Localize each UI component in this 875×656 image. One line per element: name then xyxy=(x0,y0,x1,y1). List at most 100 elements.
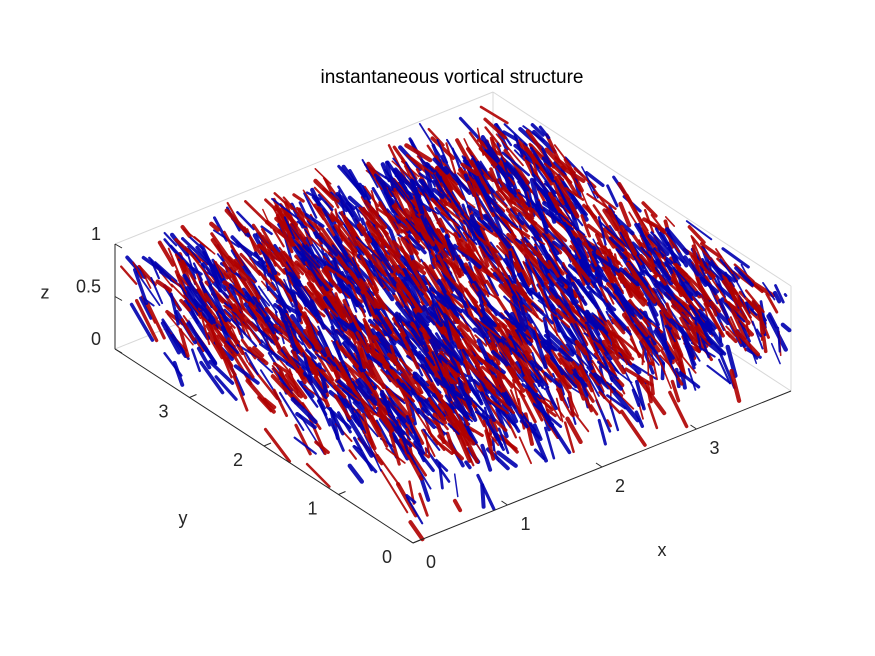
vortex-streak xyxy=(434,458,449,472)
vortex-streak xyxy=(650,231,678,260)
vortex-streak xyxy=(640,246,658,264)
vortex-streak xyxy=(146,302,166,340)
vortex-streak xyxy=(580,283,607,321)
vortex-streak xyxy=(470,153,484,175)
vortex-streak xyxy=(396,233,421,251)
vortex-streak xyxy=(606,394,627,410)
vortex-streak xyxy=(611,318,626,335)
vortex-streak xyxy=(375,419,398,459)
vortex-streak xyxy=(543,371,563,389)
vortex-streak xyxy=(283,320,297,352)
vortex-streak xyxy=(591,359,614,394)
vortex-streak xyxy=(331,244,361,279)
vortex-streak xyxy=(501,216,531,240)
vortex-streak xyxy=(573,236,589,273)
vortex-streak xyxy=(730,307,748,340)
vortex-streak xyxy=(379,225,402,259)
vortex-streak xyxy=(346,267,379,311)
vortex-streak xyxy=(633,324,659,355)
vortex-streak xyxy=(199,310,214,325)
vortex-streak xyxy=(480,443,493,472)
vortex-streak xyxy=(303,285,325,311)
z-tick xyxy=(114,243,123,249)
vortex-streak xyxy=(538,284,551,311)
vortex-streak xyxy=(450,262,460,284)
vortex-streak xyxy=(587,182,598,202)
vortex-streak xyxy=(214,375,238,401)
vortex-streak xyxy=(700,241,722,259)
x-tick xyxy=(595,462,603,468)
vortex-streak xyxy=(624,367,654,387)
vortex-streak xyxy=(223,304,250,330)
vortex-streak xyxy=(356,223,373,244)
vortex-streak xyxy=(658,281,677,301)
vortex-streak xyxy=(653,329,675,360)
vortex-streak xyxy=(400,373,422,395)
vortex-streak xyxy=(495,407,509,439)
vortex-streak xyxy=(452,498,463,513)
vortex-streak xyxy=(432,261,454,294)
vortex-streak xyxy=(679,326,695,359)
vortex-streak xyxy=(140,295,156,324)
vortex-streak xyxy=(530,123,545,137)
vortex-streak xyxy=(563,421,575,454)
vortex-streak xyxy=(181,237,211,266)
vortex-streak xyxy=(659,311,672,328)
vortex-streak xyxy=(432,437,454,456)
vortex-streak xyxy=(206,332,224,360)
vortex-streak xyxy=(517,212,540,242)
vortex-streak xyxy=(456,325,482,353)
vortex-streak xyxy=(531,153,554,186)
vortex-streak xyxy=(191,298,214,320)
vortex-streak xyxy=(553,161,567,177)
vortex-streak xyxy=(561,246,592,283)
vortex-streak xyxy=(282,346,307,385)
vortex-streak xyxy=(359,254,379,292)
vortex-streak xyxy=(399,246,428,292)
vortex-streak xyxy=(444,234,468,275)
vortex-streak xyxy=(392,327,407,347)
vortex-streak xyxy=(378,200,400,235)
vortex-streak xyxy=(573,167,597,189)
vortex-streak xyxy=(191,348,201,373)
vortex-streak xyxy=(365,353,383,367)
vortex-streak xyxy=(401,387,413,417)
vortex-streak xyxy=(534,203,549,229)
vortex-streak xyxy=(473,265,490,298)
vortex-streak xyxy=(699,335,710,359)
vortex-streak xyxy=(419,178,435,198)
vortex-streak xyxy=(718,358,732,385)
vortex-streak xyxy=(497,165,517,198)
vortex-streak xyxy=(357,377,374,394)
vortex-streak xyxy=(483,406,490,423)
vortex-streak xyxy=(355,331,370,354)
vortex-streak xyxy=(487,330,499,353)
vortex-streak xyxy=(320,369,347,399)
vortex-streak xyxy=(641,201,658,218)
vortex-streak xyxy=(230,325,249,363)
vortex-streak xyxy=(698,308,718,329)
vortex-streak xyxy=(416,407,437,429)
vortex-streak xyxy=(646,347,650,376)
vortex-streak xyxy=(756,304,766,335)
vortex-streak xyxy=(544,317,570,352)
vortex-streak xyxy=(783,293,788,297)
vortex-streak xyxy=(427,397,448,425)
vortex-streak xyxy=(193,236,216,255)
vortex-streak xyxy=(545,133,561,163)
vortex-streak xyxy=(584,171,605,188)
vortex-streak xyxy=(558,212,586,236)
vortex-streak xyxy=(513,149,526,162)
vortex-streak xyxy=(341,366,352,383)
vortex-streak xyxy=(735,329,760,357)
vortex-streak xyxy=(405,336,421,360)
x-tick-label: 1 xyxy=(520,514,530,534)
vortex-streak xyxy=(721,279,743,308)
vortex-streak xyxy=(488,432,500,447)
vortex-streak xyxy=(472,211,491,230)
vortex-streak xyxy=(216,334,238,357)
vortex-streak xyxy=(134,299,159,343)
vortex-streak xyxy=(271,367,281,381)
vortex-streak xyxy=(382,382,406,405)
vortex-streak xyxy=(405,494,417,504)
